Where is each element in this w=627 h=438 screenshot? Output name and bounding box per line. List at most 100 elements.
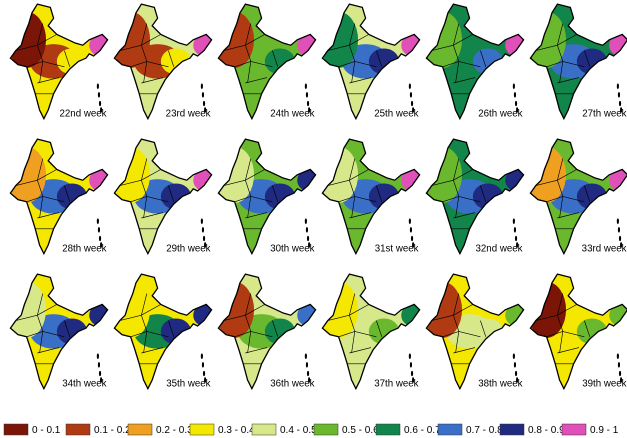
week-label: 25th week bbox=[374, 108, 418, 119]
region bbox=[193, 34, 212, 57]
islands bbox=[306, 100, 310, 107]
legend-swatch bbox=[3, 423, 29, 436]
india-outline bbox=[425, 138, 525, 256]
week-label: 39th week bbox=[582, 378, 626, 389]
region bbox=[530, 146, 567, 203]
islands bbox=[410, 100, 414, 107]
india-outline bbox=[9, 273, 109, 391]
islands bbox=[304, 218, 307, 224]
india-outline bbox=[9, 138, 109, 256]
week-label: 33rd week bbox=[582, 243, 627, 254]
district-lines bbox=[535, 23, 591, 95]
islands bbox=[204, 242, 207, 248]
islands bbox=[513, 92, 517, 98]
islands bbox=[617, 362, 621, 368]
week-label: 27th week bbox=[582, 108, 626, 119]
islands bbox=[202, 370, 206, 377]
region bbox=[472, 183, 504, 210]
region bbox=[576, 183, 608, 210]
islands bbox=[513, 227, 517, 233]
week-label: 26th week bbox=[478, 108, 522, 119]
islands bbox=[200, 83, 203, 89]
islands bbox=[305, 362, 309, 368]
islands bbox=[412, 107, 415, 113]
map-panel: 25th week bbox=[321, 3, 421, 121]
islands bbox=[204, 107, 207, 113]
islands bbox=[408, 218, 411, 224]
region bbox=[576, 318, 608, 345]
region bbox=[401, 34, 420, 57]
district-lines bbox=[431, 158, 487, 230]
district-lines bbox=[327, 293, 383, 365]
map-panel: 36th week bbox=[217, 273, 317, 391]
islands bbox=[516, 107, 519, 113]
district-lines bbox=[327, 23, 383, 95]
region bbox=[56, 48, 88, 75]
region bbox=[472, 318, 504, 345]
islands bbox=[620, 107, 623, 113]
map-panel: 22nd week bbox=[9, 3, 109, 121]
islands bbox=[98, 235, 102, 242]
region bbox=[472, 48, 504, 75]
islands bbox=[616, 83, 619, 89]
region bbox=[218, 281, 255, 338]
islands bbox=[97, 92, 101, 98]
india-outline bbox=[529, 273, 627, 391]
region bbox=[530, 281, 567, 338]
islands bbox=[308, 377, 311, 383]
region bbox=[56, 318, 88, 345]
map-panel: 34th week bbox=[9, 273, 109, 391]
islands bbox=[305, 92, 309, 98]
legend-swatch bbox=[251, 423, 277, 436]
legend-swatch bbox=[127, 423, 153, 436]
islands bbox=[410, 370, 414, 377]
legend-label: 0.3 - 0.4 bbox=[218, 425, 255, 436]
legend-swatch bbox=[313, 423, 339, 436]
week-label: 22nd week bbox=[60, 108, 107, 119]
region bbox=[322, 11, 359, 68]
region bbox=[10, 281, 47, 338]
islands bbox=[308, 107, 311, 113]
map-panel: 37th week bbox=[321, 273, 421, 391]
islands bbox=[409, 362, 413, 368]
india-outline bbox=[113, 138, 213, 256]
india-outline bbox=[217, 3, 317, 121]
india-outline bbox=[9, 3, 109, 121]
map-panel: 33rd week bbox=[529, 138, 627, 256]
region bbox=[530, 11, 567, 68]
india-outline bbox=[113, 273, 213, 391]
islands bbox=[616, 218, 619, 224]
map-panel: 31st week bbox=[321, 138, 421, 256]
legend-label: 0.4 - 0.5 bbox=[280, 425, 317, 436]
region bbox=[160, 48, 192, 75]
region bbox=[264, 183, 296, 210]
district-lines bbox=[119, 293, 175, 365]
district-lines bbox=[327, 158, 383, 230]
islands bbox=[620, 242, 623, 248]
district-lines bbox=[119, 23, 175, 95]
region bbox=[218, 11, 255, 68]
legend-label: 0.2 - 0.3 bbox=[156, 425, 193, 436]
district-lines bbox=[15, 293, 71, 365]
region bbox=[193, 169, 212, 192]
week-label: 38th week bbox=[478, 378, 522, 389]
islands bbox=[620, 377, 623, 383]
islands bbox=[412, 242, 415, 248]
week-label: 24th week bbox=[270, 108, 314, 119]
islands bbox=[202, 235, 206, 242]
district-lines bbox=[119, 158, 175, 230]
islands bbox=[201, 92, 205, 98]
region bbox=[10, 146, 47, 203]
islands bbox=[201, 362, 205, 368]
region bbox=[264, 48, 296, 75]
district-lines bbox=[223, 158, 279, 230]
islands bbox=[306, 370, 310, 377]
islands bbox=[100, 107, 103, 113]
islands bbox=[617, 227, 621, 233]
legend-label: 0.7 - 0.8 bbox=[466, 425, 503, 436]
legend-label: 0.8 - 0.9 bbox=[528, 425, 565, 436]
islands bbox=[408, 353, 411, 359]
region bbox=[401, 169, 420, 192]
region bbox=[89, 34, 108, 57]
